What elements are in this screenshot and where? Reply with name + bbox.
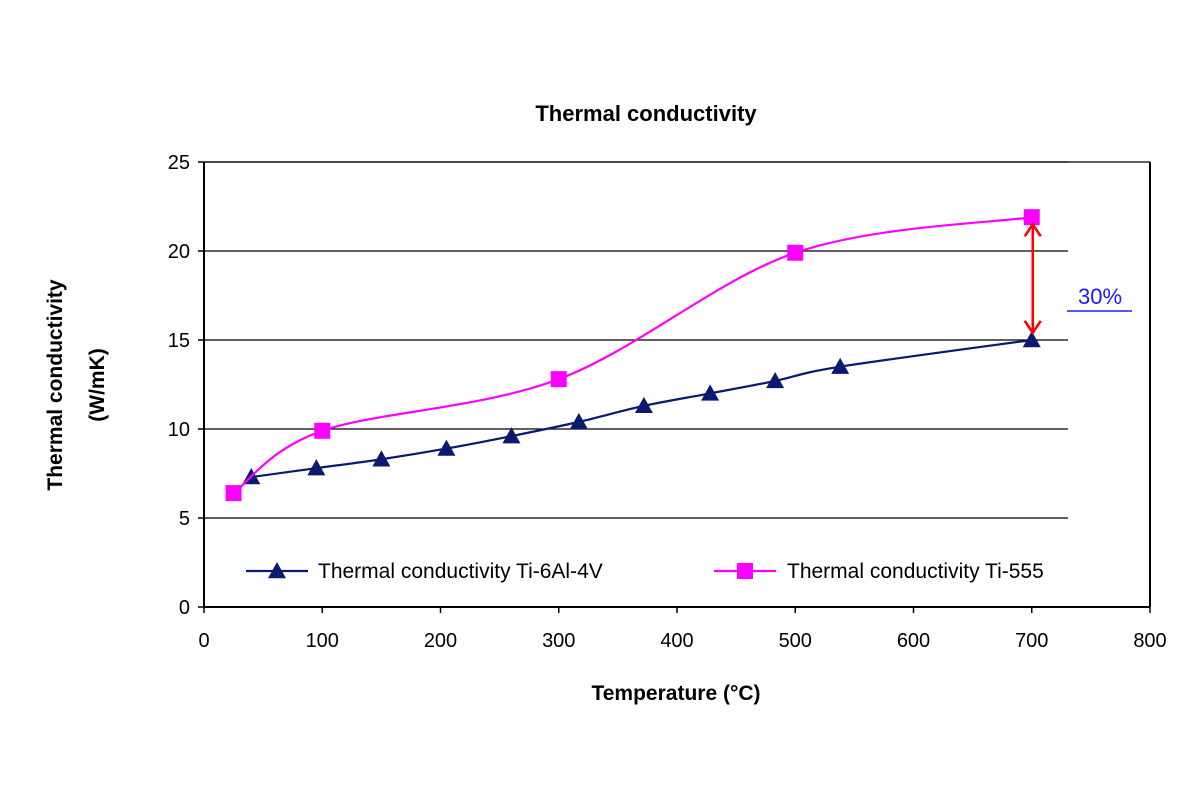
y-axis-label: Thermal conductivity (W/mK) [44, 279, 109, 491]
series-1-point-0 [225, 485, 242, 502]
y-tick-label-25: 25 [168, 152, 190, 174]
legend-item-0: Thermal conductivity Ti-6Al-4V [246, 560, 603, 583]
series-0-point-5 [569, 412, 588, 430]
annotation-arrow-head-top [1023, 222, 1042, 237]
y-tick-label-0: 0 [179, 597, 190, 619]
series-1-point-1 [314, 422, 331, 439]
annotation-0: 30% [1023, 222, 1132, 336]
series-1-point-3 [787, 244, 804, 261]
series-0-point-8 [766, 371, 785, 389]
series-0-point-10 [1022, 331, 1041, 348]
axes-layer [203, 161, 1151, 608]
series-0-point-7 [701, 384, 720, 401]
series-1-point-4 [1023, 209, 1040, 226]
legend: Thermal conductivity Ti-6Al-4V Thermal co… [246, 560, 1044, 583]
x-tick-label-200: 200 [424, 630, 457, 652]
chart-title: Thermal conductivity [535, 101, 757, 126]
series-line-1 [232, 216, 1032, 494]
y-tick-label-20: 20 [168, 241, 190, 263]
series-0-point-3 [437, 439, 456, 456]
series-1-point-2 [550, 371, 567, 388]
legend-marker-1 [737, 563, 753, 579]
series-0-point-1 [307, 459, 326, 476]
y-axis-label-line2: (W/mK) [86, 348, 109, 421]
y-tick-label-10: 10 [168, 419, 190, 441]
legend-item-1: Thermal conductivity Ti-555 [714, 560, 1044, 583]
series-0-point-2 [372, 450, 391, 467]
x-tick-label-500: 500 [779, 630, 812, 652]
series-0-point-9 [831, 357, 850, 374]
series-1 [225, 209, 1040, 502]
y-axis-label-line1: Thermal conductivity [44, 279, 67, 491]
series-line-0 [251, 338, 1032, 479]
x-axis-label: Temperature (°C) [591, 682, 760, 705]
annotation-layer: 30% [1023, 222, 1132, 336]
annotation-arrow-head-bottom [1023, 320, 1042, 336]
legend-marker-0 [268, 562, 286, 579]
legend-label-1: Thermal conductivity Ti-555 [787, 560, 1044, 583]
series-layer [225, 209, 1041, 502]
legend-label-0: Thermal conductivity Ti-6Al-4V [318, 560, 603, 583]
x-tick-label-0: 0 [198, 630, 209, 652]
x-tick-label-100: 100 [306, 630, 339, 652]
y-tick-label-5: 5 [179, 508, 190, 530]
series-0 [242, 331, 1041, 485]
x-tick-label-300: 300 [542, 630, 575, 652]
x-tick-label-800: 800 [1133, 630, 1166, 652]
y-tick-label-15: 15 [168, 330, 190, 352]
x-tick-label-700: 700 [1015, 630, 1048, 652]
x-tick-label-600: 600 [897, 630, 930, 652]
annotation-label: 30% [1078, 284, 1122, 309]
x-tick-label-400: 400 [660, 630, 693, 652]
ticks-layer: 0 5 10 15 20 25 0 100 200 300 400 500 600 700 800 [168, 152, 1167, 652]
series-0-point-6 [634, 396, 653, 414]
series-0-point-4 [502, 427, 521, 444]
